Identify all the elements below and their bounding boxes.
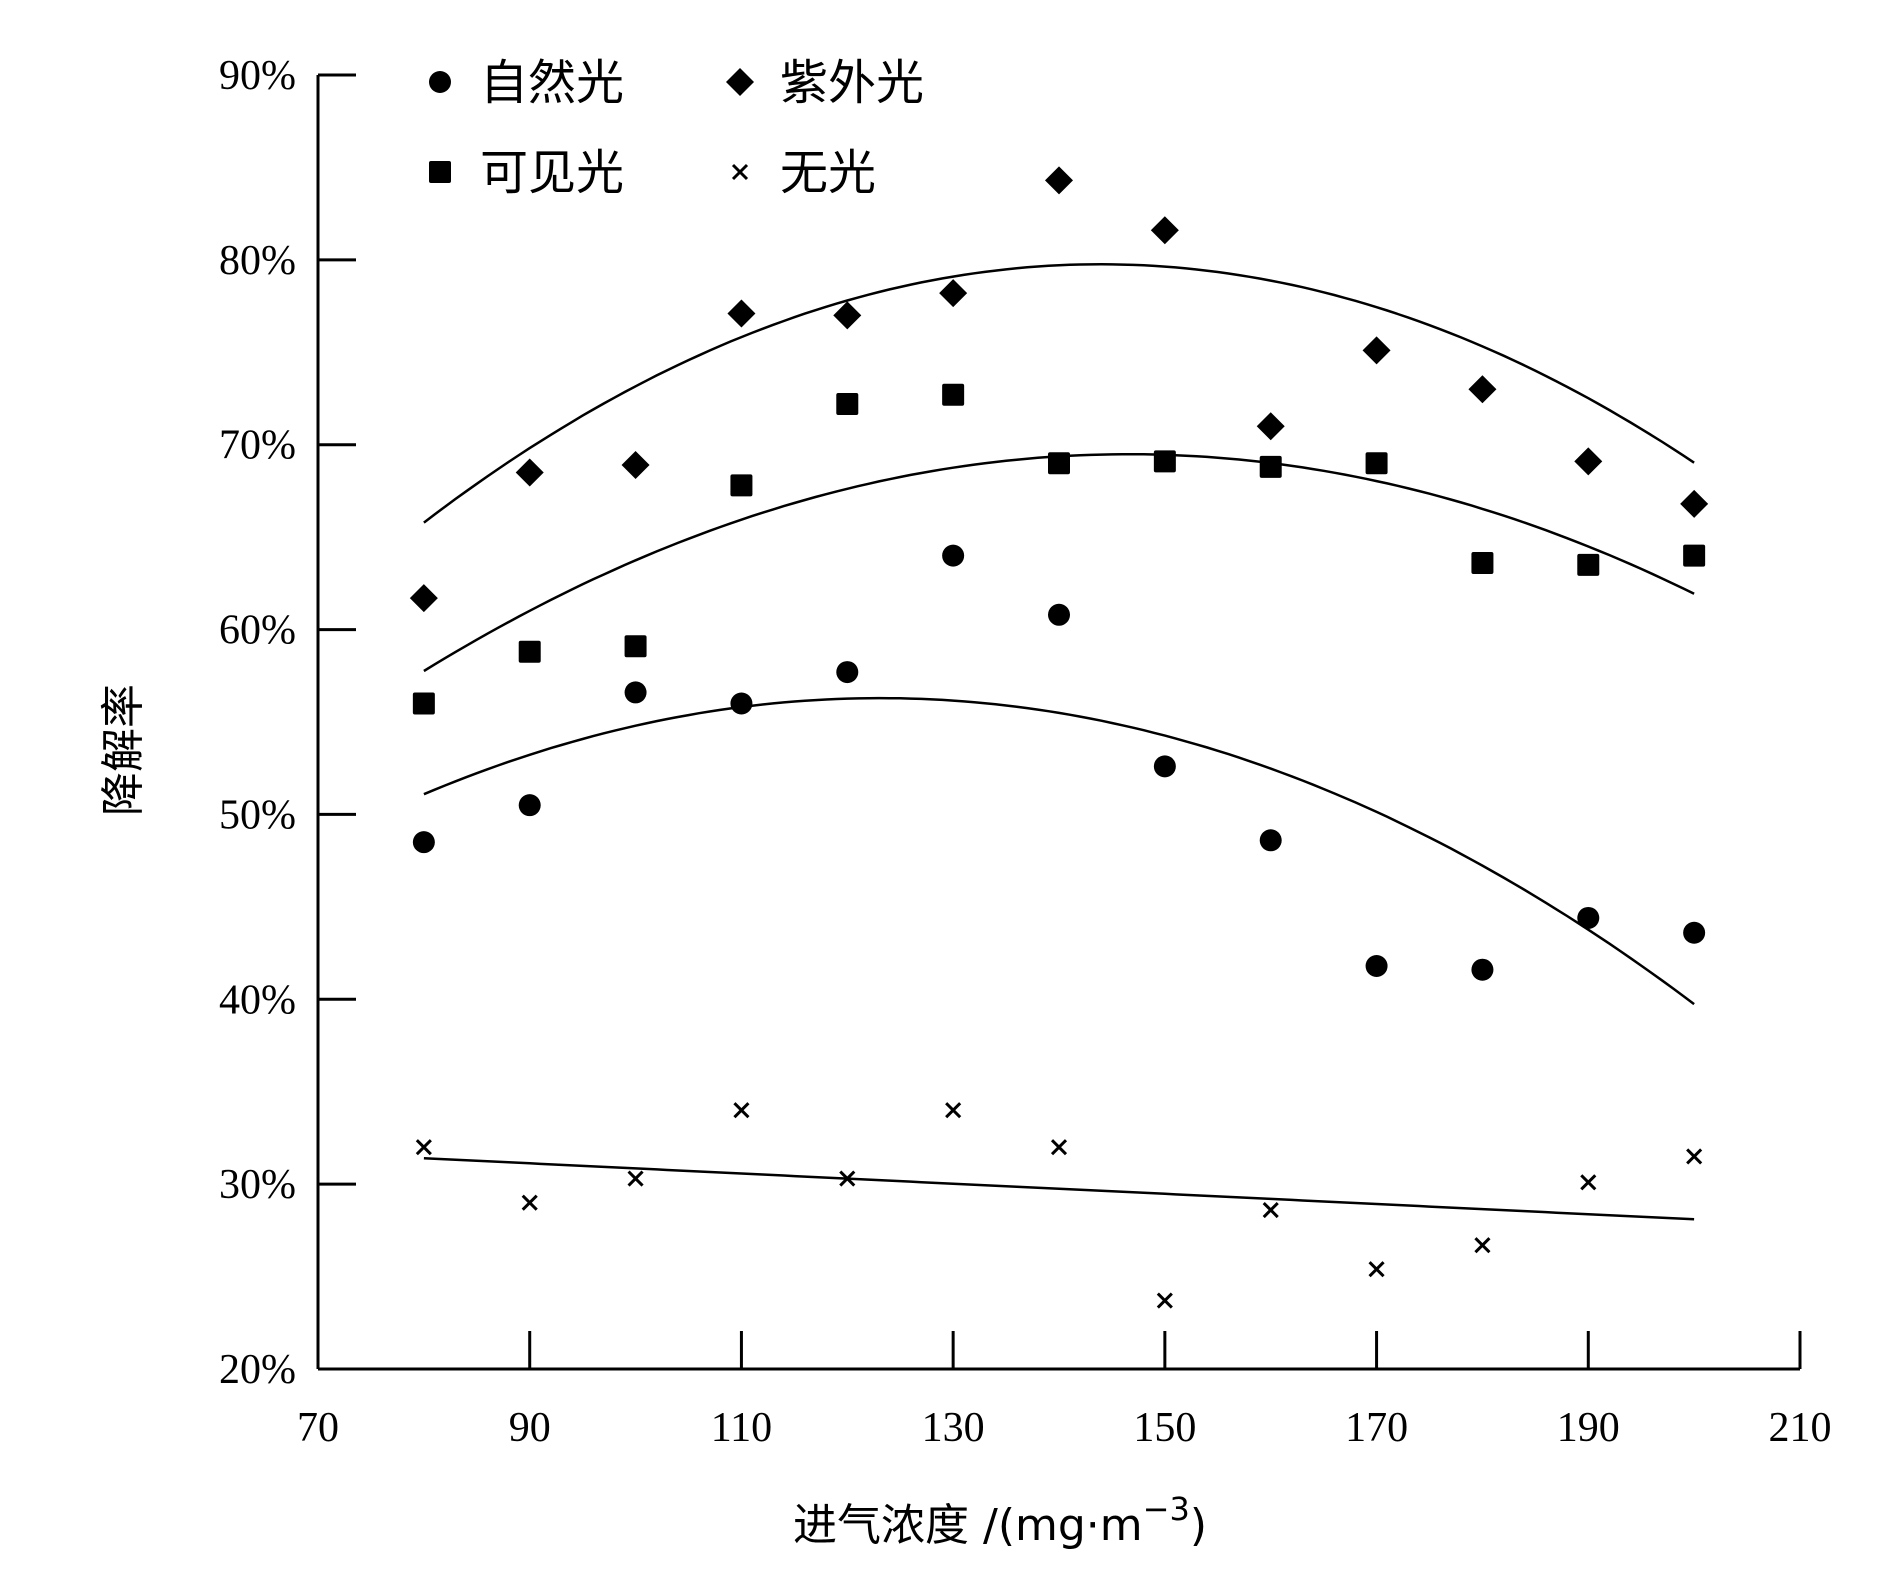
legend-label: 紫外光 (780, 55, 924, 111)
y-tick-label: 80% (219, 238, 296, 284)
data-point (939, 279, 968, 308)
data-point (624, 681, 647, 704)
data-point (836, 393, 859, 416)
data-point (942, 544, 965, 567)
fit-lines (423, 263, 1695, 1221)
y-axis-title: 降解率 (98, 684, 149, 816)
legend-marker (726, 68, 754, 96)
data-point (1474, 1237, 1491, 1254)
legend-item: 自然光 (429, 55, 624, 111)
data-point (1471, 552, 1494, 575)
legend-item: 无光 (731, 145, 876, 201)
data-point (1156, 1292, 1173, 1309)
legend-item: 可见光 (429, 145, 624, 201)
data-point (945, 1102, 962, 1119)
data-point (730, 692, 753, 715)
data-point (412, 692, 435, 715)
data-point (1256, 412, 1285, 441)
legend-label: 可见光 (480, 145, 624, 201)
data-point (942, 383, 965, 406)
data-point (521, 1194, 538, 1211)
data-point (1365, 955, 1388, 978)
data-point (1259, 829, 1282, 852)
legend-label: 无光 (780, 145, 876, 201)
data-point (621, 451, 650, 480)
legend-item: 紫外光 (726, 55, 924, 111)
series-x (415, 1102, 1703, 1309)
x-tick-label: 130 (922, 1405, 985, 1451)
x-tick-label: 210 (1769, 1405, 1832, 1451)
data-point (409, 584, 438, 613)
data-point (1050, 1139, 1068, 1156)
fit-line-circle (423, 696, 1695, 1006)
data-point (1153, 755, 1176, 778)
data-point (833, 301, 862, 330)
x-tick-label: 190 (1557, 1405, 1620, 1451)
data-point (839, 1170, 856, 1187)
x-tick-label: 70 (297, 1405, 339, 1451)
fit-line-diamond (423, 263, 1695, 524)
series-diamond (409, 166, 1709, 613)
x-tick-label: 170 (1345, 1405, 1408, 1451)
data-point (1577, 906, 1600, 929)
data-point (518, 794, 541, 817)
x-axis-title: 进气浓度 /(mg·m−3) (793, 1490, 1207, 1551)
data-point (412, 831, 435, 854)
legend-marker (731, 163, 749, 181)
legend-marker (429, 71, 451, 93)
y-tick-label: 40% (219, 977, 296, 1023)
data-point (624, 635, 647, 658)
data-point (1150, 216, 1179, 245)
data-points (409, 166, 1709, 1309)
x-tick-label: 110 (711, 1405, 772, 1451)
y-tick-label: 20% (219, 1347, 296, 1393)
x-axis-title-sup: −3 (1143, 1490, 1190, 1528)
series-circle (412, 544, 1706, 981)
data-point (1045, 166, 1073, 195)
data-point (1574, 447, 1603, 476)
data-point (515, 458, 544, 487)
fit-line-x (423, 1157, 1695, 1221)
data-point (1365, 452, 1388, 475)
series-square (412, 383, 1706, 715)
y-tick-label: 90% (219, 53, 296, 99)
axes (316, 75, 1800, 1371)
data-point (415, 1139, 432, 1156)
data-point (727, 299, 756, 328)
data-point (1686, 1148, 1703, 1165)
legend-label: 自然光 (480, 55, 624, 111)
data-point (730, 474, 753, 497)
x-tick-label: 150 (1133, 1405, 1196, 1451)
y-tick-label: 60% (219, 608, 296, 654)
data-point (627, 1170, 644, 1187)
data-point (1683, 544, 1706, 567)
x-axis-title-main: 进气浓度 /(mg·m (793, 1500, 1143, 1551)
data-point (518, 640, 541, 663)
data-point (1580, 1174, 1597, 1191)
data-point (1471, 958, 1494, 981)
legend-marker (429, 161, 451, 183)
data-point (1259, 455, 1282, 478)
data-point (1262, 1201, 1279, 1219)
y-tick-label: 70% (219, 423, 296, 469)
data-point (1577, 553, 1600, 576)
data-point (1683, 921, 1706, 944)
x-tick-label: 90 (509, 1405, 551, 1451)
data-point (1368, 1261, 1385, 1278)
x-axis-title-close: ) (1190, 1500, 1207, 1551)
data-point (1362, 336, 1391, 365)
data-point (1048, 452, 1070, 475)
y-tick-label: 30% (219, 1162, 296, 1208)
data-point (1048, 603, 1070, 626)
fit-line-square (423, 452, 1695, 673)
data-point (1468, 375, 1497, 404)
data-point (1680, 489, 1709, 518)
data-point (1153, 450, 1176, 473)
data-point (733, 1102, 750, 1119)
ticks: 20% 30% 40% 50% 60% 70% 80% 90% 70 90 110 130 150 170… (219, 53, 1832, 1451)
y-tick-label: 50% (219, 792, 296, 838)
data-point (836, 661, 859, 684)
